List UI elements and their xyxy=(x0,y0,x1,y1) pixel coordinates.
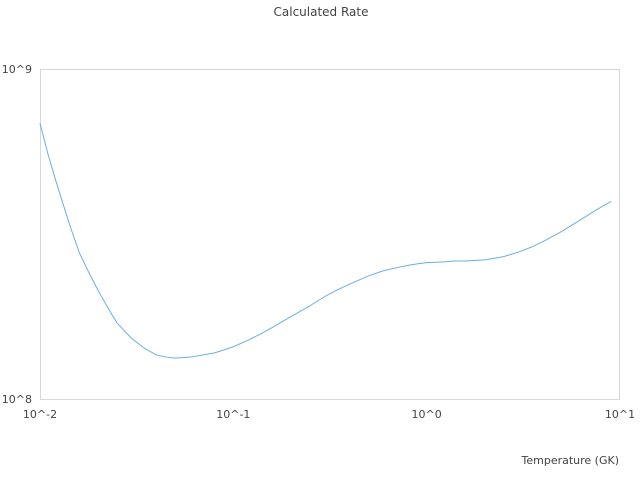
x-axis-label: Temperature (GK) xyxy=(521,454,620,467)
series-line-0 xyxy=(39,123,612,359)
series-group xyxy=(39,123,612,359)
x-axis-ticks: 10^-2 10^-1 10^0 10^1 xyxy=(23,408,635,421)
y-tick-label: 10^9 xyxy=(2,63,32,76)
y-axis-ticks: 10^8 10^9 xyxy=(2,63,32,406)
plot-area xyxy=(40,69,620,400)
x-tick-label: 10^-1 xyxy=(216,408,250,421)
chart-title: Calculated Rate xyxy=(274,5,369,19)
y-tick-label: 10^8 xyxy=(2,393,32,406)
x-tick-label: 10^0 xyxy=(412,408,442,421)
x-tick-label: 10^1 xyxy=(605,408,635,421)
x-tick-label: 10^-2 xyxy=(23,408,57,421)
